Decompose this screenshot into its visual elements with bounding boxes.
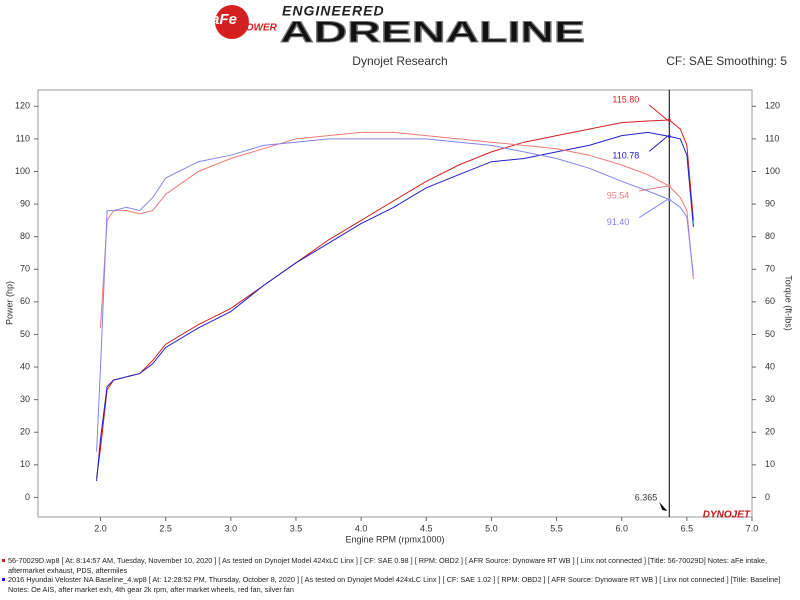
- x-tick-label: 5.0: [485, 523, 498, 533]
- y-tick-label: 110: [16, 133, 30, 143]
- y2-tick-label: 90: [765, 198, 775, 208]
- y-tick-label: 0: [25, 492, 30, 502]
- x-tick-label: 6.5: [681, 523, 694, 533]
- chart: aFe POWER ENGINEERED ADRENALINE Dynojet …: [4, 3, 794, 545]
- annotation-point: [667, 184, 671, 188]
- logo-badge: [215, 5, 249, 39]
- data-label: 95.54: [607, 190, 630, 200]
- annotation-arrow: [638, 199, 668, 218]
- y2-tick-label: 80: [765, 231, 775, 241]
- run-marker: [2, 578, 5, 581]
- annotation-arrow: [639, 185, 668, 192]
- y2-tick-label: 60: [765, 296, 775, 306]
- tagline: ENGINEERED: [282, 3, 385, 19]
- data-label: 115.80: [612, 94, 639, 104]
- y-tick-label: 100: [15, 166, 30, 176]
- run-marker: [2, 559, 5, 562]
- y2-tick-label: 120: [765, 101, 780, 111]
- x-tick-label: 3.5: [290, 523, 303, 533]
- annotation-point: [667, 118, 671, 122]
- run-text: 2016 Hyundai Veloster NA Baseline_4.wp8 …: [8, 575, 781, 594]
- x-tick-label: 6.0: [615, 523, 628, 533]
- y-axis-label: Power (hp): [4, 281, 14, 325]
- x-tick-label: 2.0: [94, 523, 107, 533]
- series-line: [100, 131, 694, 328]
- y2-axis-label: Torque (ft-lbs): [784, 275, 794, 331]
- y2-tick-label: 0: [765, 492, 770, 502]
- y-tick-label: 80: [20, 231, 30, 241]
- logo-sub: POWER: [239, 23, 278, 34]
- y2-tick-label: 30: [765, 394, 775, 404]
- y-tick-label: 30: [20, 394, 30, 404]
- logo: aFe: [211, 11, 237, 28]
- y2-tick-label: 10: [765, 459, 775, 469]
- cursor-arrow: [659, 502, 668, 511]
- series-line: [96, 131, 694, 482]
- data-label: 91.40: [607, 217, 630, 227]
- x-tick-label: 4.5: [420, 523, 433, 533]
- x-tick-label: 5.5: [550, 523, 563, 533]
- run-notes: 56-70029D.wp8 [ At: 8:14:57 AM, Tuesday,…: [2, 556, 796, 594]
- y-tick-label: 70: [20, 264, 30, 274]
- y2-tick-label: 110: [765, 133, 779, 143]
- y-tick-label: 50: [20, 329, 30, 339]
- y-tick-label: 120: [15, 101, 30, 111]
- data-label: 110.78: [612, 151, 639, 161]
- x-tick-label: 2.5: [159, 523, 172, 533]
- y2-tick-label: 50: [765, 329, 775, 339]
- y-tick-label: 60: [20, 296, 30, 306]
- y2-tick-label: 20: [765, 427, 775, 437]
- x-tick-label: 4.0: [355, 523, 368, 533]
- y-tick-label: 10: [20, 459, 30, 469]
- annotation-point: [667, 134, 671, 138]
- plot-frame: [37, 89, 753, 518]
- series-line: [96, 138, 694, 452]
- y-tick-label: 90: [20, 198, 30, 208]
- x-axis-label: Engine RPM (rpmx1000): [345, 534, 444, 544]
- y-tick-label: 20: [20, 427, 30, 437]
- footer-logo: DYNOJET: [703, 510, 751, 521]
- brand-name: ADRENALINE: [280, 16, 585, 49]
- x-tick-label: 3.0: [225, 523, 238, 533]
- cursor-label: 6.365: [635, 492, 658, 502]
- y-tick-label: 40: [20, 361, 30, 371]
- annotation-point: [667, 198, 671, 202]
- annotation-arrow: [648, 135, 668, 152]
- run-note: 56-70029D.wp8 [ At: 8:14:57 AM, Tuesday,…: [2, 556, 796, 575]
- run-text: 56-70029D.wp8 [ At: 8:14:57 AM, Tuesday,…: [8, 556, 767, 575]
- chart-subtitle: CF: SAE Smoothing: 5: [666, 54, 787, 68]
- y2-tick-label: 100: [765, 166, 780, 176]
- run-note: 2016 Hyundai Veloster NA Baseline_4.wp8 …: [2, 575, 796, 594]
- annotation-arrow: [648, 104, 668, 121]
- y2-tick-label: 70: [765, 264, 775, 274]
- x-tick-label: 7.0: [746, 523, 759, 533]
- y2-tick-label: 40: [765, 361, 775, 371]
- chart-title: Dynojet Research: [352, 54, 447, 68]
